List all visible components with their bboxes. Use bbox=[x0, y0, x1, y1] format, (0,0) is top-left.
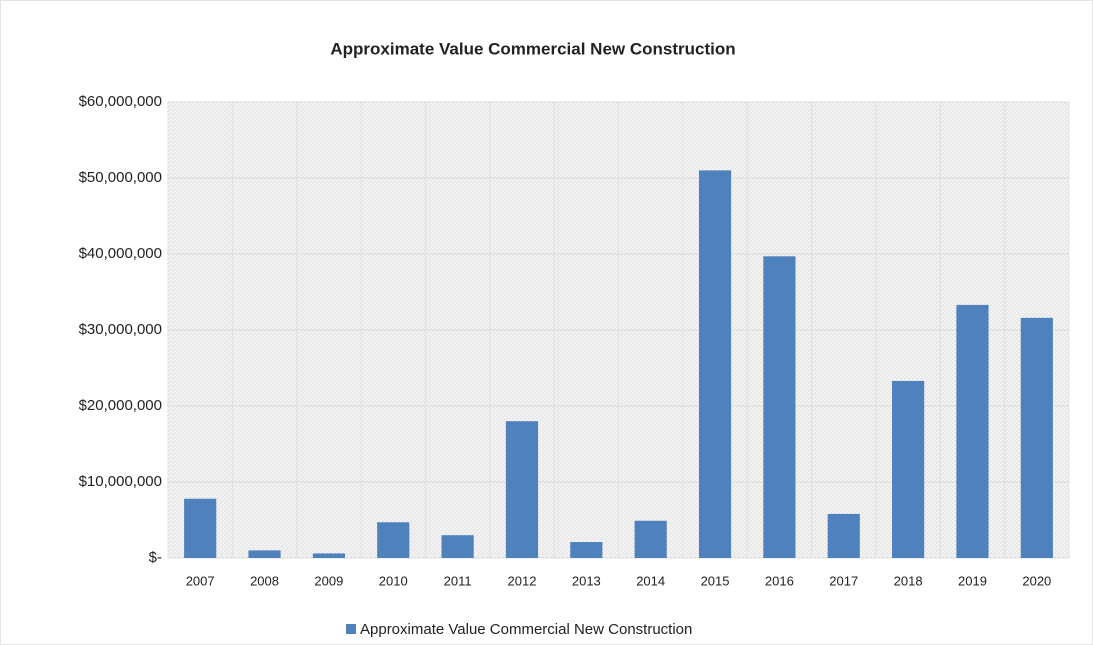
bar bbox=[312, 553, 345, 558]
bar bbox=[377, 522, 410, 558]
y-tick-label: $50,000,000 bbox=[79, 169, 162, 186]
y-tick-label: $10,000,000 bbox=[79, 473, 162, 490]
bar bbox=[763, 256, 796, 558]
legend-label: Approximate Value Commercial New Constru… bbox=[360, 621, 692, 638]
bar bbox=[892, 380, 925, 558]
x-tick-label: 2009 bbox=[314, 573, 343, 588]
bar bbox=[1020, 317, 1053, 558]
bar bbox=[698, 170, 732, 558]
x-tick-label: 2017 bbox=[829, 573, 858, 588]
x-tick-label: 2016 bbox=[765, 573, 794, 588]
bar bbox=[634, 520, 667, 558]
legend-swatch bbox=[346, 624, 356, 634]
x-tick-label: 2013 bbox=[572, 573, 601, 588]
y-tick-label: $40,000,000 bbox=[79, 245, 162, 262]
bar bbox=[956, 304, 989, 558]
x-tick-label: 2014 bbox=[636, 573, 665, 588]
x-tick-label: 2011 bbox=[444, 573, 472, 588]
bar bbox=[441, 535, 474, 558]
x-tick-label: 2007 bbox=[186, 573, 215, 588]
chart-title: Approximate Value Commercial New Constru… bbox=[330, 39, 735, 58]
x-tick-label: 2015 bbox=[701, 573, 730, 588]
bar bbox=[827, 513, 860, 558]
y-tick-label: $60,000,000 bbox=[79, 93, 162, 110]
bar bbox=[570, 542, 603, 558]
x-tick-label: 2019 bbox=[958, 573, 987, 588]
y-tick-label: $20,000,000 bbox=[79, 397, 162, 414]
x-tick-label: 2012 bbox=[508, 573, 537, 588]
x-tick-label: 2020 bbox=[1022, 573, 1051, 588]
y-tick-label: $- bbox=[149, 549, 162, 566]
y-tick-label: $30,000,000 bbox=[79, 321, 162, 338]
x-tick-label: 2018 bbox=[894, 573, 923, 588]
bar bbox=[184, 498, 217, 558]
bar bbox=[505, 421, 539, 558]
x-tick-label: 2010 bbox=[379, 573, 408, 588]
x-tick-label: 2008 bbox=[250, 573, 279, 588]
bar bbox=[248, 550, 281, 558]
